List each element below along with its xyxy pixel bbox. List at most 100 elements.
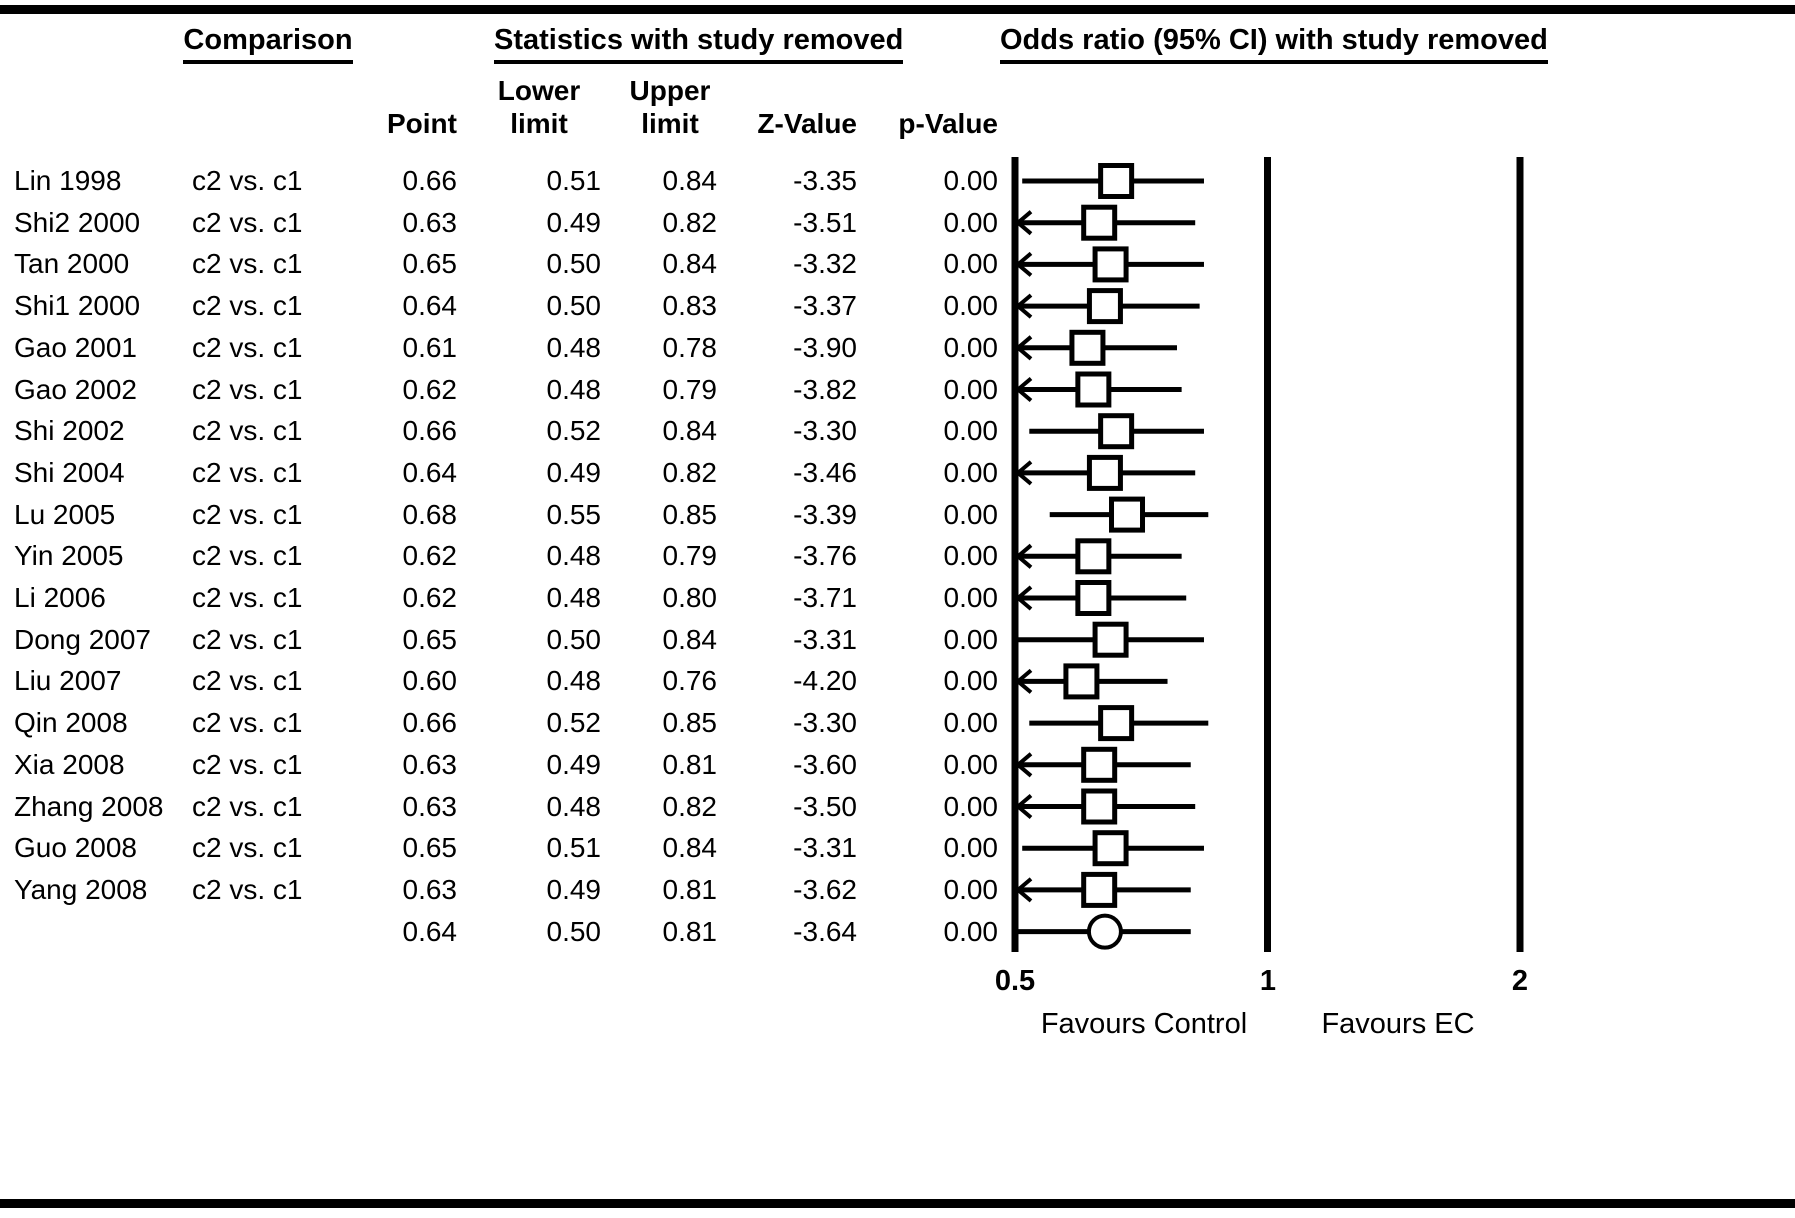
forest-row: [1014, 204, 1196, 241]
p-cell: 0.00: [943, 582, 999, 613]
point-marker: [1086, 454, 1123, 491]
point-cell: 0.66: [402, 165, 458, 196]
p-cell: 0.00: [943, 165, 999, 196]
clip-arrow-icon: [1014, 460, 1033, 486]
comparison-cell: c2 vs. c1: [192, 749, 303, 780]
point-marker: [1098, 163, 1135, 199]
p-cell: 0.00: [943, 916, 999, 947]
point-cell: 0.65: [402, 832, 458, 863]
study-name: Shi 2004: [14, 457, 125, 488]
p-cell: 0.00: [943, 874, 999, 905]
upper-cell: 0.81: [662, 749, 718, 780]
point-marker: [1098, 705, 1135, 742]
lower-cell: 0.52: [546, 415, 602, 446]
z-cell: -3.39: [793, 499, 857, 530]
study-name: Gao 2002: [14, 374, 137, 405]
point-marker: [1092, 621, 1129, 658]
study-name: Yin 2005: [14, 540, 124, 571]
forest-row: [1029, 705, 1209, 742]
study-name: Qin 2008: [14, 707, 128, 738]
p-cell: 0.00: [943, 457, 999, 488]
forest-row: [1014, 580, 1187, 616]
upper-cell: 0.81: [662, 916, 718, 947]
comparison-cell: c2 vs. c1: [192, 290, 303, 321]
table-row: Shi 2002 c2 vs. c1 0.66 0.52 0.84 -3.30 0.00: [0, 410, 1795, 452]
comparison-cell: c2 vs. c1: [192, 374, 303, 405]
point-cell: 0.65: [402, 624, 458, 655]
table-row: Shi 2004 c2 vs. c1 0.64 0.49 0.82 -3.46 0.00: [0, 452, 1795, 494]
table-row: Shi2 2000 c2 vs. c1 0.63 0.49 0.82 -3.51 0.00: [0, 202, 1795, 244]
table-row: 0.64 0.50 0.81 -3.64 0.00: [0, 911, 1795, 953]
lower-cell: 0.50: [546, 624, 602, 655]
point-cell: 0.61: [402, 332, 458, 363]
study-name: Gao 2001: [14, 332, 137, 363]
z-cell: -3.71: [793, 582, 857, 613]
lower-cell: 0.52: [546, 707, 602, 738]
point-cell: 0.63: [402, 874, 458, 905]
z-cell: -3.60: [793, 749, 857, 780]
lower-cell: 0.48: [546, 374, 602, 405]
clip-arrow-icon: [1014, 752, 1033, 778]
upper-cell: 0.84: [662, 415, 718, 446]
table-row: Xia 2008 c2 vs. c1 0.63 0.49 0.81 -3.60 0.00: [0, 744, 1795, 786]
p-cell: 0.00: [943, 707, 999, 738]
upper-cell: 0.76: [662, 665, 718, 696]
z-cell: -3.82: [793, 374, 857, 405]
study-name: Shi1 2000: [14, 290, 141, 321]
clip-arrow-icon: [1014, 543, 1033, 569]
clip-arrow-icon: [1014, 668, 1033, 694]
z-cell: -3.90: [793, 332, 857, 363]
table-row: Guo 2008 c2 vs. c1 0.65 0.51 0.84 -3.31 0.00: [0, 827, 1795, 869]
point-cell: 0.68: [402, 499, 458, 530]
forest-row: [1022, 163, 1204, 199]
p-cell: 0.00: [943, 415, 999, 446]
study-name: Zhang 2008: [14, 791, 164, 822]
table-row: Gao 2002 c2 vs. c1 0.62 0.48 0.79 -3.82 0.00: [0, 369, 1795, 411]
study-name: Guo 2008: [14, 832, 137, 863]
point-marker: [1075, 371, 1112, 408]
upper-cell: 0.79: [662, 540, 718, 571]
study-name: Lin 1998: [14, 165, 122, 196]
col-header-point: Point: [387, 108, 457, 139]
point-marker: [1075, 538, 1112, 575]
x-tick-0-5: 0.5: [994, 965, 1036, 997]
forest-row: [1014, 663, 1168, 700]
forest-row: [1014, 746, 1191, 783]
p-cell: 0.00: [943, 374, 999, 405]
forest-row: [1014, 538, 1182, 575]
comparison-cell: c2 vs. c1: [192, 248, 303, 279]
forest-row: [1014, 246, 1204, 283]
lower-cell: 0.48: [546, 665, 602, 696]
upper-cell: 0.84: [662, 248, 718, 279]
upper-cell: 0.78: [662, 332, 718, 363]
z-cell: -3.30: [793, 707, 857, 738]
forest-row: [1014, 371, 1182, 408]
z-cell: -3.30: [793, 415, 857, 446]
lower-cell: 0.50: [546, 916, 602, 947]
clip-arrow-icon: [1014, 376, 1033, 403]
table-row: Shi1 2000 c2 vs. c1 0.64 0.50 0.83 -3.37 0.00: [0, 285, 1795, 327]
point-marker: [1081, 871, 1118, 908]
study-name: Shi 2002: [14, 415, 125, 446]
p-cell: 0.00: [943, 499, 999, 530]
x-tick-1: 1: [1259, 965, 1277, 997]
statistics-group-header: Statistics with study removed: [494, 24, 904, 64]
upper-cell: 0.82: [662, 791, 718, 822]
bottom-rule: [0, 1199, 1795, 1208]
point-cell: 0.63: [402, 791, 458, 822]
z-cell: -3.37: [793, 290, 857, 321]
forest-row: [1015, 913, 1191, 950]
z-cell: -3.50: [793, 791, 857, 822]
p-cell: 0.00: [943, 624, 999, 655]
lower-cell: 0.49: [546, 457, 602, 488]
clip-arrow-icon: [1014, 251, 1033, 277]
clip-arrow-icon: [1014, 793, 1033, 820]
study-name: Liu 2007: [14, 665, 122, 696]
lower-cell: 0.51: [546, 165, 602, 196]
comparison-cell: c2 vs. c1: [192, 665, 303, 696]
p-cell: 0.00: [943, 665, 999, 696]
table-row: Yang 2008 c2 vs. c1 0.63 0.49 0.81 -3.62 0.00: [0, 869, 1795, 911]
comparison-cell: c2 vs. c1: [192, 499, 303, 530]
study-name: Lu 2005: [14, 499, 116, 530]
